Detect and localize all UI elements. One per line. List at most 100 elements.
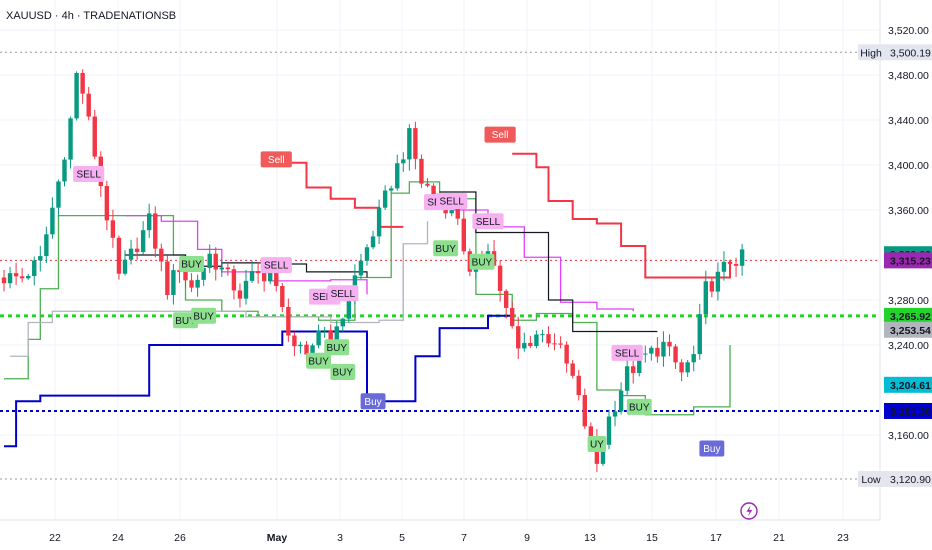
candle <box>510 301 515 329</box>
price-label: Low 3,120.90 <box>858 470 932 487</box>
y-tick-label: 3,240.00 <box>888 340 929 352</box>
candle <box>528 335 533 349</box>
candle <box>685 359 690 377</box>
candle-body <box>661 341 666 357</box>
signal-badge-bg <box>699 440 725 457</box>
signal-label: BUY <box>308 356 329 367</box>
candle-body <box>68 118 73 160</box>
price-axis[interactable]: 3,520.00 3,480.00 3,440.00 3,400.00 3,360.00… <box>858 25 932 487</box>
candle-body <box>104 186 110 221</box>
candle <box>74 71 79 121</box>
candle <box>231 265 237 300</box>
candle <box>703 270 708 325</box>
candle-body <box>631 366 636 374</box>
x-tick-label: 24 <box>112 532 124 544</box>
x-tick-label: 5 <box>399 532 405 544</box>
candle-body <box>425 183 430 186</box>
time-axis[interactable]: 22 24 26 May 3 5 7 9 13 15 17 21 23 <box>49 532 849 544</box>
candle <box>153 206 158 258</box>
candle <box>237 283 243 308</box>
candle-body <box>334 326 339 340</box>
candle <box>7 266 13 289</box>
price-label: High 3,500.19 <box>858 44 932 61</box>
candle-body <box>395 163 400 189</box>
candle-body <box>739 249 745 266</box>
signal-label: SELL <box>264 261 289 272</box>
candle-body <box>655 347 660 357</box>
candle-body <box>691 354 696 363</box>
candle-body <box>697 314 702 355</box>
candle-body <box>401 159 406 164</box>
signal-sell: SELL <box>73 166 105 182</box>
candle-body <box>497 265 503 291</box>
candle <box>570 359 575 379</box>
candle <box>364 244 370 266</box>
candle-body <box>649 347 654 354</box>
signal-label: UY <box>590 440 604 451</box>
candle <box>643 345 648 363</box>
price-label: 3,204.61 <box>884 376 932 393</box>
signal-badge-bg <box>611 344 643 361</box>
candle <box>334 321 339 343</box>
signal-badge-bg <box>260 257 292 274</box>
candle <box>382 185 388 211</box>
candle <box>316 324 321 349</box>
candle-body <box>382 190 388 208</box>
candle-body <box>183 272 188 281</box>
signal-sell: SELL <box>327 285 359 302</box>
price-label-value: 3,120.90 <box>890 474 931 486</box>
candle-body <box>346 299 352 319</box>
candle-body <box>709 281 715 292</box>
signal-label: BUY <box>181 260 202 271</box>
signal-label: Buy <box>364 397 381 408</box>
price-label-value: 3,253.54 <box>890 325 931 337</box>
candle <box>92 109 97 160</box>
lightning-icon[interactable] <box>740 502 758 520</box>
candle-body <box>516 326 521 349</box>
candle <box>249 260 255 283</box>
candle-body <box>715 271 721 292</box>
candle <box>606 409 612 450</box>
signal-sell: SELL <box>472 213 504 230</box>
signal-label: SELL <box>615 348 640 359</box>
signal-sell-big: Sell <box>260 151 292 168</box>
candle <box>370 230 376 250</box>
signal-label: Sell <box>268 155 285 166</box>
candle-body <box>503 290 509 308</box>
signal-badge-bg <box>306 352 332 369</box>
candle <box>116 235 122 280</box>
price-label-tag <box>858 470 884 487</box>
candle-body <box>201 267 206 280</box>
candle <box>733 257 739 277</box>
candle <box>122 250 128 276</box>
signal-label: SELL <box>476 217 501 228</box>
x-tick-label: 23 <box>837 532 849 544</box>
candle <box>292 332 297 357</box>
x-tick-label: 26 <box>174 532 186 544</box>
price-label-bg <box>884 321 932 338</box>
signal-badge-bg <box>73 166 105 182</box>
candle-body <box>612 411 618 417</box>
x-tick-label: 15 <box>646 532 658 544</box>
candle-body <box>328 330 333 340</box>
candle <box>389 185 394 193</box>
candle-body <box>304 344 309 355</box>
candle <box>189 273 194 293</box>
candle <box>86 87 91 121</box>
price-levels <box>0 51 880 480</box>
candle-body <box>576 375 581 396</box>
y-tick-label: 3,520.00 <box>888 25 929 37</box>
candle-body <box>219 267 224 270</box>
candle-body <box>32 260 37 276</box>
signal-badge-bg <box>360 393 386 410</box>
candle-body <box>62 159 67 182</box>
candle-body <box>419 158 424 184</box>
candle <box>50 197 55 239</box>
candle-body <box>733 263 739 266</box>
signal-badge-bg <box>626 398 652 415</box>
candle-body <box>237 290 243 299</box>
signal-badge-bg <box>191 307 217 324</box>
x-tick-label: 21 <box>773 532 785 544</box>
candle-body <box>298 344 303 347</box>
